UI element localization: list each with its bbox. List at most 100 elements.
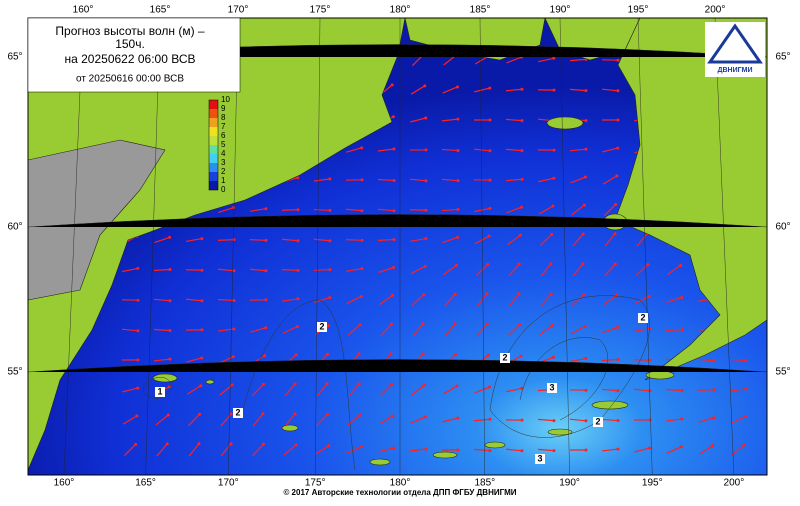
arrow-head bbox=[456, 417, 459, 420]
arrow-head bbox=[520, 449, 523, 452]
arrow-head bbox=[422, 352, 425, 355]
arrow-head bbox=[294, 412, 297, 415]
arrow-head bbox=[457, 449, 460, 452]
arrow-head bbox=[582, 293, 585, 296]
arrow-head bbox=[613, 232, 616, 235]
arrow-head bbox=[296, 269, 299, 272]
arrow-head bbox=[136, 387, 139, 390]
arrow-head bbox=[424, 265, 427, 268]
valid-time: на 20250622 06:00 ВСВ bbox=[65, 52, 196, 66]
arrow-head bbox=[520, 88, 523, 91]
arrow-head bbox=[230, 412, 233, 415]
arrow-head bbox=[550, 233, 553, 236]
arrow-head bbox=[680, 296, 683, 299]
arrow-head bbox=[424, 116, 427, 119]
lon-label: 160° bbox=[73, 5, 94, 16]
arrow-head bbox=[614, 203, 617, 206]
arrow-head bbox=[616, 326, 619, 329]
arrow-head bbox=[358, 323, 361, 326]
arrow-head bbox=[391, 83, 394, 86]
wave-arrow bbox=[410, 210, 426, 211]
arrow-head bbox=[168, 236, 171, 239]
arrow-head bbox=[392, 179, 395, 182]
wave-arrow bbox=[282, 270, 298, 271]
arrow-head bbox=[584, 419, 587, 422]
arrow-head bbox=[232, 299, 235, 302]
arrow-head bbox=[744, 415, 747, 418]
arrow-head bbox=[200, 328, 203, 331]
arrow-head bbox=[552, 89, 555, 92]
arrow-head bbox=[711, 444, 714, 447]
arrow-head bbox=[520, 149, 523, 152]
arrow-head bbox=[392, 209, 395, 212]
arrow-head bbox=[424, 415, 427, 418]
arrow-head bbox=[680, 417, 683, 420]
arrow-head bbox=[744, 387, 747, 390]
lon-label: 180° bbox=[390, 5, 411, 16]
colorbar-tick-label: 4 bbox=[221, 149, 226, 158]
arrow-head bbox=[424, 209, 427, 212]
arrow-head bbox=[488, 119, 491, 122]
arrow-head bbox=[616, 448, 619, 451]
arrow-head bbox=[454, 353, 457, 356]
arrow-head bbox=[582, 232, 585, 235]
arrow-head bbox=[520, 119, 523, 122]
arrow-head bbox=[616, 59, 619, 62]
arrow-head bbox=[264, 269, 267, 272]
arrow-head bbox=[200, 269, 203, 272]
arrow-head bbox=[584, 357, 587, 360]
arrow-head bbox=[328, 239, 331, 242]
arrow-head bbox=[168, 299, 171, 302]
colorbar-segment bbox=[209, 172, 218, 181]
arrow-head bbox=[360, 239, 363, 242]
arrow-head bbox=[262, 443, 265, 446]
arrow-head bbox=[359, 413, 362, 416]
title: Прогноз высоты волн (м) – bbox=[55, 24, 205, 38]
wave-arrow bbox=[282, 210, 298, 211]
wave-arrow bbox=[186, 270, 202, 271]
wave-arrow bbox=[666, 330, 682, 331]
lon-label: 175° bbox=[305, 478, 326, 489]
arrow-head bbox=[552, 449, 555, 452]
colorbar-segment bbox=[209, 154, 218, 163]
arrow-head bbox=[552, 57, 555, 60]
colorbar-tick-label: 2 bbox=[221, 167, 226, 176]
contour-label: 2 bbox=[502, 352, 507, 362]
arrow-head bbox=[135, 414, 138, 417]
arrow-head bbox=[360, 178, 363, 181]
colorbar-segment bbox=[209, 127, 218, 136]
lon-label: 180° bbox=[390, 478, 411, 489]
arrow-head bbox=[456, 85, 459, 88]
arrow-head bbox=[680, 445, 683, 448]
arrow-head bbox=[551, 205, 554, 208]
arrow-head bbox=[585, 449, 588, 452]
arrow-head bbox=[360, 445, 363, 448]
issue-time: от 20250616 00:00 ВСВ bbox=[76, 74, 184, 85]
arrow-head bbox=[327, 444, 330, 447]
arrow-head bbox=[488, 418, 491, 421]
arrow-head bbox=[262, 383, 265, 386]
contour-label: 2 bbox=[595, 416, 600, 426]
arrow-head bbox=[616, 89, 619, 92]
arrow-head bbox=[392, 147, 395, 150]
wave-arrow bbox=[730, 360, 746, 361]
arrow-head bbox=[646, 263, 649, 266]
wave-arrow bbox=[218, 240, 234, 241]
arrow-head bbox=[518, 323, 521, 326]
arrow-head bbox=[486, 322, 489, 325]
arrow-head bbox=[264, 298, 267, 301]
arrow-head bbox=[200, 299, 203, 302]
colorbar-tick-label: 8 bbox=[221, 113, 226, 122]
arrow-head bbox=[648, 446, 651, 449]
arrow-head bbox=[326, 413, 329, 416]
arrow-head bbox=[136, 329, 139, 332]
arrow-head bbox=[488, 449, 491, 452]
arrow-head bbox=[326, 353, 329, 356]
arrow-head bbox=[360, 209, 363, 212]
arrow-head bbox=[168, 268, 171, 271]
colorbar-segment bbox=[209, 145, 218, 154]
arrow-head bbox=[456, 208, 459, 211]
arrow-head bbox=[358, 352, 361, 355]
arrow-head bbox=[200, 356, 203, 359]
